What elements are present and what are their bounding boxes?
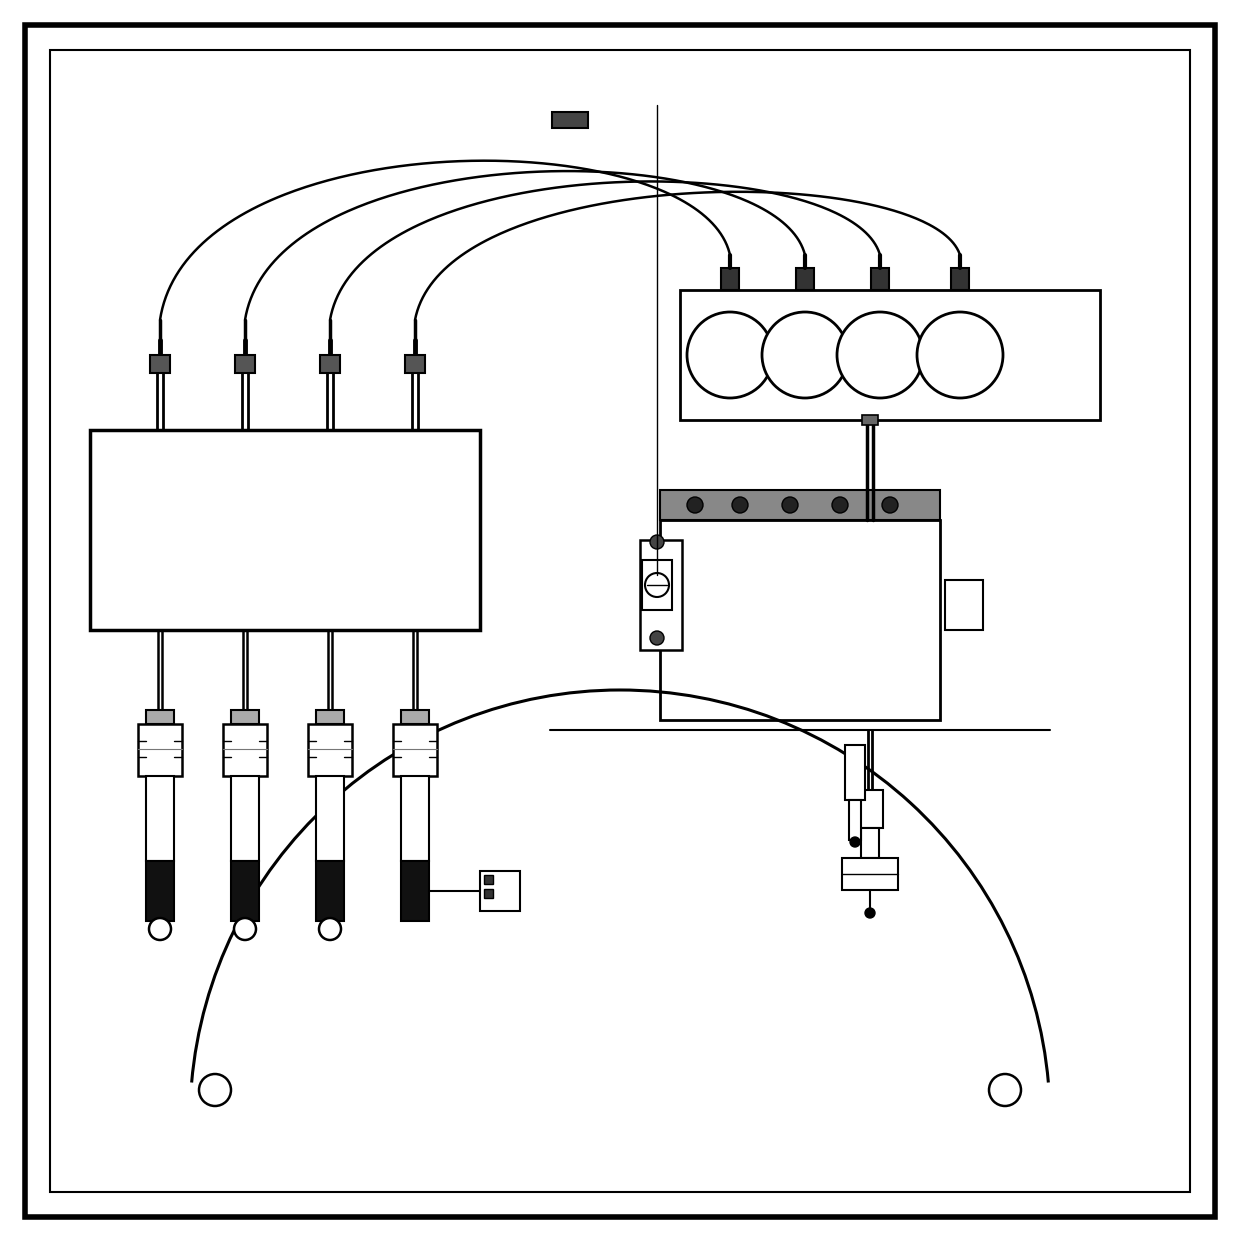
- Bar: [642, 560, 672, 610]
- Circle shape: [319, 918, 341, 940]
- Bar: [401, 861, 429, 922]
- Bar: [146, 710, 174, 724]
- Bar: [223, 724, 267, 776]
- Bar: [236, 355, 255, 373]
- Circle shape: [645, 573, 670, 597]
- Bar: [480, 871, 520, 910]
- Bar: [320, 355, 340, 373]
- Bar: [484, 889, 494, 898]
- Circle shape: [234, 918, 255, 940]
- Circle shape: [650, 535, 663, 549]
- Circle shape: [782, 497, 799, 513]
- Bar: [146, 861, 174, 922]
- Circle shape: [849, 837, 861, 847]
- Bar: [393, 724, 436, 776]
- Bar: [231, 710, 259, 724]
- Bar: [308, 724, 352, 776]
- Circle shape: [650, 631, 663, 645]
- Bar: [720, 268, 739, 289]
- Bar: [316, 861, 343, 922]
- Bar: [484, 876, 494, 884]
- Circle shape: [837, 312, 923, 397]
- Bar: [146, 776, 174, 861]
- Bar: [870, 268, 889, 289]
- Circle shape: [687, 312, 773, 397]
- Circle shape: [198, 1074, 231, 1105]
- Bar: [849, 800, 861, 840]
- Bar: [405, 355, 425, 373]
- Bar: [660, 520, 940, 720]
- Bar: [640, 540, 682, 650]
- Bar: [138, 724, 182, 776]
- Bar: [316, 776, 343, 861]
- Bar: [231, 861, 259, 922]
- Bar: [316, 710, 343, 724]
- Circle shape: [866, 908, 875, 918]
- Bar: [91, 430, 480, 630]
- Bar: [844, 745, 866, 800]
- Bar: [401, 710, 429, 724]
- Bar: [857, 790, 883, 828]
- Circle shape: [687, 497, 703, 513]
- Bar: [552, 112, 588, 128]
- Bar: [862, 415, 878, 425]
- Bar: [660, 491, 940, 520]
- Circle shape: [918, 312, 1003, 397]
- Bar: [945, 580, 983, 630]
- Circle shape: [832, 497, 848, 513]
- Bar: [231, 776, 259, 861]
- Bar: [680, 289, 1100, 420]
- Bar: [951, 268, 968, 289]
- Circle shape: [763, 312, 848, 397]
- Circle shape: [149, 918, 171, 940]
- Bar: [861, 828, 879, 858]
- Circle shape: [990, 1074, 1021, 1105]
- Bar: [150, 355, 170, 373]
- Bar: [796, 268, 813, 289]
- Circle shape: [732, 497, 748, 513]
- Bar: [842, 858, 898, 891]
- Circle shape: [882, 497, 898, 513]
- Bar: [401, 776, 429, 861]
